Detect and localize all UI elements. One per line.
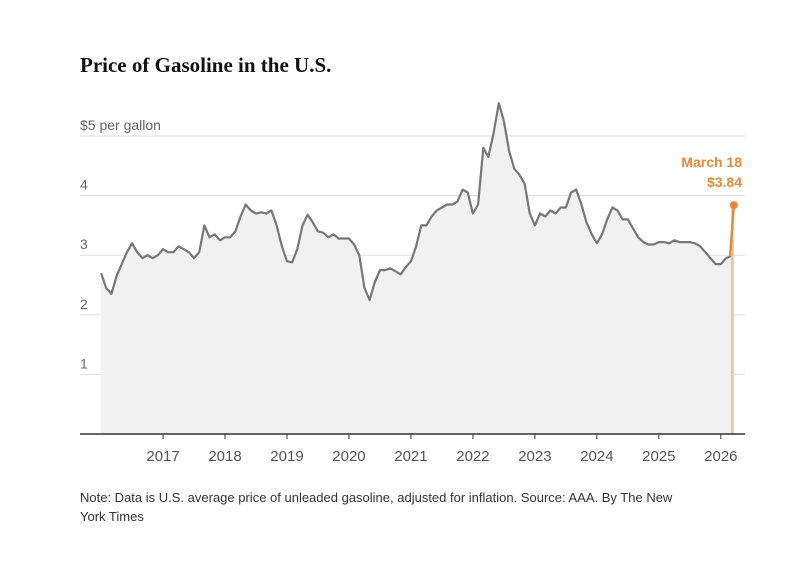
x-tick-label: 2023	[518, 448, 551, 465]
point	[729, 201, 738, 210]
y-tick-label: 4	[80, 177, 88, 193]
x-tick-label: 2018	[208, 448, 241, 465]
highlight-band	[730, 205, 734, 434]
x-tick-label: 2017	[146, 448, 179, 465]
chart-title: Price of Gasoline in the U.S.	[80, 53, 331, 77]
grid: 1 2 3 4 $5 per gallon 2017 2018 2019 2020 2021 202…	[80, 117, 745, 465]
highlight-segment	[729, 205, 735, 257]
x-tick-label: 2026	[704, 448, 737, 465]
x-tick-label: 2024	[580, 448, 613, 465]
annotation-value: $3.84	[707, 174, 742, 190]
y-tick-label: 2	[80, 296, 88, 312]
x-tick-label: 2019	[270, 448, 303, 465]
y-tick-label: $5 per gallon	[80, 117, 161, 133]
x-tick-label: 2021	[394, 448, 427, 465]
x-tick-label: 2020	[332, 448, 365, 465]
plot	[80, 102, 745, 435]
y-tick-label: 1	[80, 355, 88, 371]
y-tick-label: 3	[80, 236, 88, 252]
x-tick-label: 2025	[642, 448, 675, 465]
annotation-date: March 18	[681, 154, 742, 170]
area	[101, 103, 734, 434]
note: Note: Data is U.S. average price of unle…	[80, 490, 673, 524]
x-tick-label: 2022	[456, 448, 489, 465]
line	[100, 102, 735, 301]
